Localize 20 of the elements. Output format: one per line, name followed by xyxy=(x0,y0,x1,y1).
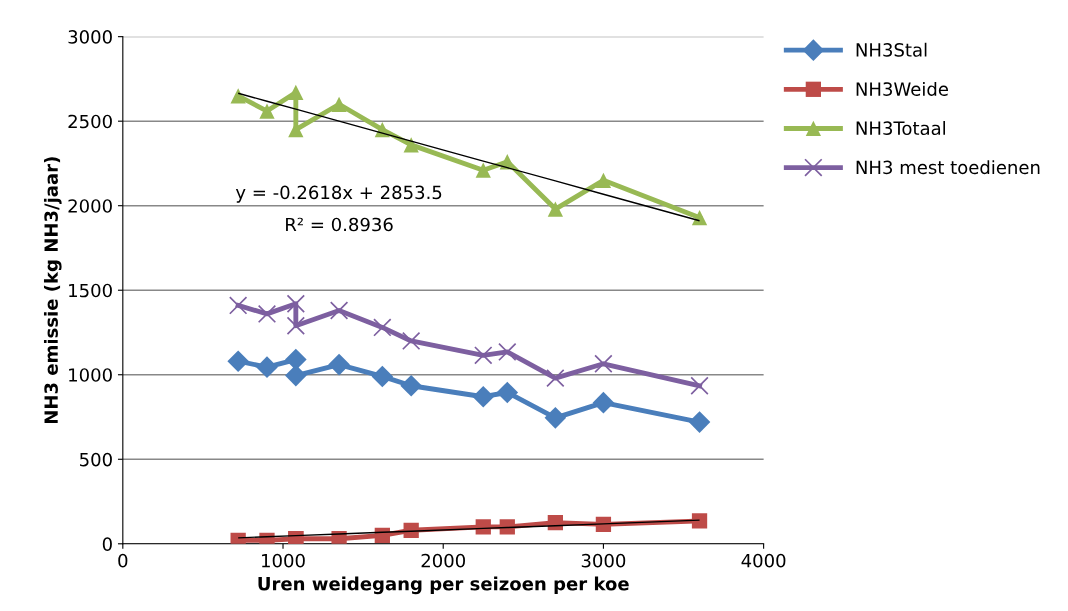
y-axis-title: NH3 emissie (kg NH3/jaar) xyxy=(43,157,62,424)
x-tick-label: 2000 xyxy=(421,553,465,568)
legend-label: NH3Totaal xyxy=(856,121,945,136)
x-tick-label: 3000 xyxy=(581,553,626,568)
y-tick-label: 2000 xyxy=(68,199,112,213)
legend-label: NH3Weide xyxy=(856,81,948,96)
y-tick-label: 500 xyxy=(80,452,112,467)
x-axis-title: Uren weidegang per seizoen per koe xyxy=(258,576,629,595)
annotation: y = -0.2618x + 2853.5 xyxy=(235,185,442,203)
y-tick-label: 0 xyxy=(102,537,112,551)
x-tick-label: 0 xyxy=(118,553,128,568)
x-tick-label: 4000 xyxy=(741,553,786,568)
x-tick-label: 1000 xyxy=(262,553,305,568)
annotation: R² = 0.8936 xyxy=(286,217,393,232)
legend-label: NH3Stal xyxy=(856,42,927,57)
y-tick-label: 3000 xyxy=(68,30,112,44)
y-tick-label: 2500 xyxy=(68,114,112,129)
legend-label: NH3 mest toedienen xyxy=(856,160,1040,175)
y-tick-label: 1000 xyxy=(69,368,112,382)
y-tick-label: 1500 xyxy=(69,283,112,298)
